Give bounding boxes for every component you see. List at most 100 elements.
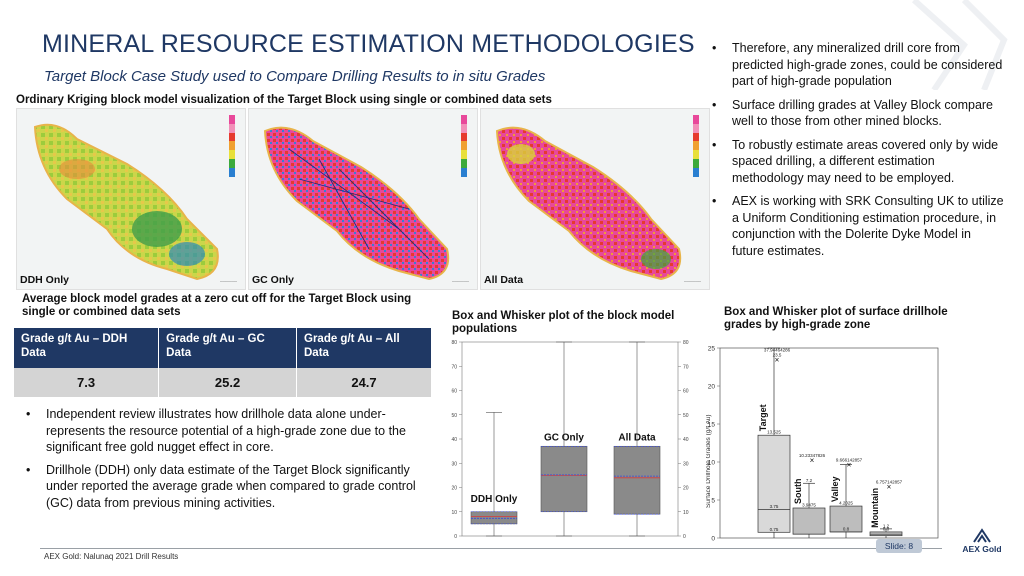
block-model-gc-image: ────── GC Only <box>248 108 478 290</box>
y-tick-label: 20 <box>708 384 716 391</box>
right-bullet-item: Therefore, any mineralized drill core fr… <box>706 40 1006 90</box>
all-block-model-render <box>495 126 682 281</box>
scale-bar: ────── <box>683 279 701 284</box>
block-model-ddh-image: ────── DDH Only <box>16 108 246 290</box>
y2-tick-label: 50 <box>683 413 689 419</box>
y-tick-label: 10 <box>451 510 457 516</box>
mean-marker: × <box>847 461 852 470</box>
mean-value-label: 23.5 <box>773 352 782 357</box>
value-label: 13.525 <box>767 430 781 435</box>
gc-block-model-render <box>263 126 450 281</box>
y-tick-label: 40 <box>451 437 457 443</box>
block-model-boxplot: 0 0 10 10 20 20 30 30 40 40 50 50 60 60 70 70 80 80 DDH On… <box>451 340 689 540</box>
mean-value-label: 10.23347826 <box>799 453 826 458</box>
grade-table-heading: Average block model grades at a zero cut… <box>22 293 412 318</box>
grade-table: Grade g/t Au – DDH Data Grade g/t Au – G… <box>14 328 432 397</box>
y-tick-label: 60 <box>451 389 457 395</box>
box <box>540 445 588 513</box>
plot-frame <box>719 347 939 539</box>
panel-label-gc: GC Only <box>252 274 295 286</box>
left-bullet-list: Independent review illustrates how drill… <box>20 406 425 517</box>
y2-tick-label: 80 <box>683 340 689 346</box>
y-tick-label: 15 <box>708 422 716 429</box>
box <box>470 511 518 525</box>
right-bullet-list: Therefore, any mineralized drill core fr… <box>706 40 1006 266</box>
y2-tick-label: 70 <box>683 364 689 370</box>
left-bullet-item: Drillhole (DDH) only data estimate of th… <box>20 462 425 512</box>
box-label: DDH Only <box>471 494 518 505</box>
value-label: 7.2 <box>806 478 813 483</box>
grade-table-header-all: Grade g/t Au – All Data <box>296 328 432 368</box>
y2-tick-label: 20 <box>683 486 689 492</box>
footer-text: AEX Gold: Nalunaq 2021 Drill Results <box>44 552 179 561</box>
y-axis-label: Surface Drillhole Grades (g/t Au) <box>706 414 712 508</box>
block-model-heading: Ordinary Kriging block model visualizati… <box>16 94 552 106</box>
color-legend <box>461 115 467 177</box>
aex-gold-logo: AEX Gold <box>952 528 1012 558</box>
box-label: All Data <box>618 432 656 443</box>
surface-drill-boxplot-heading: Box and Whisker plot of surface drillhol… <box>724 306 948 331</box>
right-bullet-item: AEX is working with SRK Consulting UK to… <box>706 193 1006 259</box>
mean-value-label: 37.94464286 <box>764 347 791 352</box>
mean-value-label: 9.666142857 <box>836 458 863 463</box>
value-label: 0.8 <box>843 526 850 531</box>
block-model-boxplot-heading: Box and Whisker plot of the block model … <box>452 310 675 335</box>
y2-tick-label: 0 <box>683 534 686 540</box>
right-bullet-item: Surface drilling grades at Valley Block … <box>706 97 1006 130</box>
scale-bar: ────── <box>219 279 237 284</box>
box <box>792 507 826 535</box>
mean-marker: × <box>887 483 892 492</box>
ddh-block-model-render <box>33 123 219 281</box>
value-label: 3.9475 <box>802 502 816 507</box>
value-label: 0.75 <box>770 527 779 532</box>
mean-marker: × <box>775 355 780 364</box>
scale-bar: ────── <box>451 279 469 284</box>
surface-drill-boxplot: 0510152025×23.537.9446428613.5253.750.75… <box>706 346 939 543</box>
slide-number: Slide: 8 <box>876 539 922 553</box>
y-tick-label: 50 <box>451 413 457 419</box>
box-label: GC Only <box>544 432 584 443</box>
value-label: 3.75 <box>770 504 779 509</box>
y2-tick-label: 30 <box>683 461 689 467</box>
y-tick-label: 20 <box>451 486 457 492</box>
grade-table-value-gc: 25.2 <box>158 368 297 397</box>
grade-table-header-ddh: Grade g/t Au – DDH Data <box>14 328 160 368</box>
box <box>869 531 903 537</box>
logo-text: AEX Gold <box>962 544 1002 554</box>
y-tick-label: 25 <box>708 346 716 353</box>
box <box>613 445 661 515</box>
left-bullet-item: Independent review illustrates how drill… <box>20 406 425 456</box>
grade-table-value-all: 24.7 <box>296 368 432 397</box>
right-bullet-item: To robustly estimate areas covered only … <box>706 137 1006 187</box>
mean-marker: × <box>810 456 815 465</box>
category-label: Mountain <box>870 488 880 528</box>
category-label: Valley <box>830 477 840 503</box>
color-legend <box>229 115 235 177</box>
box <box>757 434 791 533</box>
color-legend <box>693 115 699 177</box>
panel-label-ddh: DDH Only <box>20 274 70 286</box>
y-tick-label: 30 <box>451 461 457 467</box>
box <box>829 505 863 533</box>
footer-divider <box>40 548 942 549</box>
value-label: 4.2025 <box>839 501 853 506</box>
mean-value-label: 6.757142857 <box>876 480 903 485</box>
slide-subtitle: Target Block Case Study used to Compare … <box>44 68 546 85</box>
value-label: 0.8 <box>883 526 890 531</box>
grade-table-header-gc: Grade g/t Au – GC Data <box>158 328 297 368</box>
y2-tick-label: 60 <box>683 389 689 395</box>
category-label: South <box>793 478 803 504</box>
y-tick-label: 0 <box>454 534 457 540</box>
y-tick-label: 0 <box>711 536 715 543</box>
grade-table-value-ddh: 7.3 <box>14 368 160 397</box>
y-tick-label: 80 <box>451 340 457 346</box>
logo-mark-icon <box>973 528 991 543</box>
y-tick-label: 70 <box>451 364 457 370</box>
panel-label-all: All Data <box>484 274 524 286</box>
y-tick-label: 5 <box>711 498 715 505</box>
slide-title: MINERAL RESOURCE ESTIMATION METHODOLOGIE… <box>42 30 695 58</box>
category-label: Target <box>758 404 768 431</box>
block-model-all-image: ────── All Data <box>480 108 710 290</box>
y2-tick-label: 40 <box>683 437 689 443</box>
value-label: 1.2 <box>883 523 890 528</box>
